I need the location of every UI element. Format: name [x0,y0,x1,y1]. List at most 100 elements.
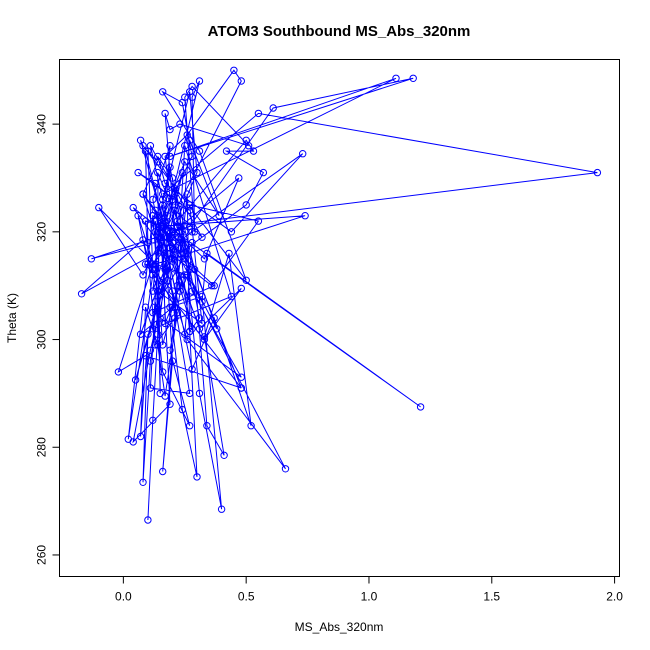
data-point [186,389,194,398]
data-point [149,325,157,333]
y-tick-label: 300 [35,329,49,349]
data-point [220,451,228,459]
data-point [299,150,307,158]
data-point [154,152,162,161]
data-point [159,190,167,198]
data-point [188,152,196,161]
data-point [114,368,123,376]
data-point [593,168,602,177]
data-point [176,120,184,128]
data-point [200,333,209,341]
data-point [176,228,184,236]
y-axis-label: Theta (K) [5,293,19,343]
data-point [269,104,277,112]
data-point [149,195,157,204]
data-point [181,158,189,166]
data-point [225,249,233,258]
data-point [146,346,155,354]
data-point [171,314,179,322]
data-point [168,357,177,365]
data-point [87,255,96,263]
data-point [198,298,206,306]
data-point [203,249,211,258]
data-point [181,93,189,101]
data-point [136,330,145,338]
data-point [131,376,140,384]
data-point [237,373,246,381]
plot-area [77,66,602,524]
data-point [168,195,177,204]
data-point [149,271,157,279]
data-point [186,222,194,231]
data-point [139,236,147,244]
data-point [409,74,417,83]
data-point [163,212,172,220]
series-line [81,69,598,521]
data-point [249,147,258,155]
data-point [198,292,206,301]
data-point [149,308,157,317]
data-point [159,368,167,376]
data-point [237,77,246,85]
data-point [154,168,162,177]
data-point [149,416,157,424]
data-point [190,265,199,274]
data-point [195,314,204,322]
data-point [159,88,167,96]
data-point [227,228,236,236]
data-point [183,335,191,344]
data-point [168,287,177,295]
data-point [159,195,167,204]
data-point [210,314,218,322]
data-point [149,287,157,295]
data-point [188,238,196,247]
data-point [188,93,196,101]
data-point [144,330,152,338]
data-point [146,384,155,392]
data-point [183,271,191,279]
data-point [144,516,152,524]
x-axis: 0.0 0.5 1.0 1.5 2.0 [115,576,623,604]
data-point [154,330,162,338]
data-point [203,422,211,430]
chart-title: ATOM3 Southbound MS_Abs_320nm [208,23,471,40]
data-point [193,473,201,481]
data-point [188,82,196,91]
data-point [281,465,290,473]
y-axis: 260 280 300 320 340 [35,114,60,565]
data-point [146,357,155,365]
data-point [144,147,152,155]
data-point [166,163,174,171]
data-point [166,152,174,161]
data-point [156,314,164,322]
data-point [139,190,147,198]
data-point [176,287,184,295]
data-point [181,255,189,263]
data-point [186,206,194,215]
data-point [237,384,246,392]
data-point [166,233,174,241]
data-point [163,276,172,284]
data-point [154,287,162,295]
data-point [139,142,147,150]
data-point [254,217,263,225]
data-point [227,292,236,301]
y-tick-label: 280 [35,437,49,457]
data-point [181,271,189,279]
y-tick-label: 260 [35,545,49,565]
data-point [151,298,160,306]
x-tick-label: 0.0 [115,590,132,604]
data-point [95,203,103,212]
x-tick-label: 0.5 [238,590,255,604]
data-point [183,131,191,139]
data-point [171,185,179,193]
data-point [139,271,147,279]
data-point [247,422,255,430]
data-point [168,174,177,182]
data-point [134,168,142,177]
data-point [156,389,164,398]
data-point [188,287,196,295]
data-point [171,303,179,311]
data-point [186,201,194,209]
